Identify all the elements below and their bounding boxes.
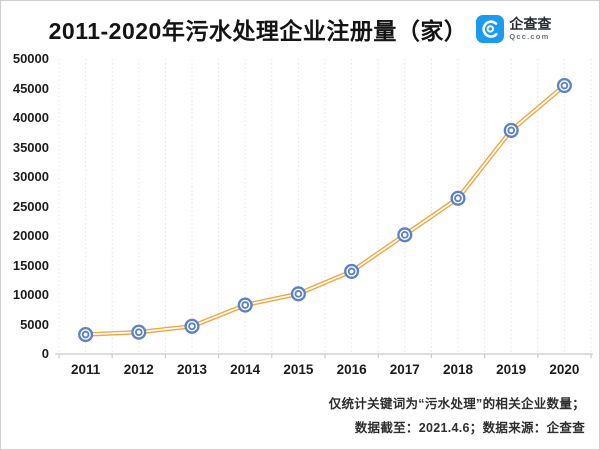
data-point-inner [134, 328, 143, 337]
x-axis-tick-label: 2015 [283, 362, 314, 377]
logo-name: 企查查 [509, 16, 552, 33]
x-axis-tick-label: 2013 [176, 362, 208, 377]
logo-domain: Qcc.com [509, 32, 550, 42]
chart-footnotes: 仅统计关键词为“污水处理”的相关企业数量； 数据截至：2021.4.6；数据来源… [329, 392, 585, 440]
data-point-inner [400, 230, 409, 239]
x-axis-tick-label: 2018 [442, 362, 474, 377]
data-point-inner [507, 126, 516, 135]
y-axis-tick-label: 50000 [12, 51, 49, 66]
y-axis-tick-label: 30000 [12, 169, 49, 184]
data-point-inner [294, 289, 303, 298]
data-point-inner [188, 322, 196, 331]
data-point-inner [241, 301, 250, 309]
y-axis-tick-label: 10000 [12, 287, 49, 302]
x-axis-tick-label: 2012 [123, 362, 154, 377]
qichacha-logo-icon [476, 15, 505, 43]
footnote-line-2: 数据截至：2021.4.6；数据来源：企查查 [354, 421, 585, 435]
data-point-inner [81, 330, 90, 339]
x-axis-tick-label: 2016 [336, 362, 367, 377]
data-point-inner [560, 81, 569, 90]
y-axis-tick-label: 35000 [12, 139, 49, 155]
qichacha-logo: 企查查 Qcc.com [476, 15, 551, 43]
x-axis-tick-label: 2020 [549, 362, 580, 377]
y-axis-tick-label: 25000 [12, 198, 49, 214]
data-point-inner [347, 267, 356, 276]
x-axis-tick-label: 2014 [230, 362, 261, 377]
chart-title: 2011-2020年污水处理企业注册量（家） [48, 18, 468, 44]
x-axis-tick-label: 2019 [496, 362, 527, 377]
qichacha-logo-text: 企查查 Qcc.com [509, 17, 551, 41]
y-axis-tick-label: 20000 [12, 228, 49, 243]
trend-line-core [84, 84, 566, 336]
data-point-inner [454, 194, 462, 203]
x-axis-tick-label: 2017 [389, 362, 420, 377]
y-axis-tick-label: 5000 [20, 316, 49, 332]
y-axis-tick-label: 45000 [12, 80, 49, 96]
chart-header: 2011-2020年污水处理企业注册量（家） 企查查 Qcc.com [1, 10, 599, 48]
footnote-line-1: 仅统计关键词为“污水处理”的相关企业数量； [328, 397, 585, 411]
y-axis-tick-label: 0 [41, 346, 49, 361]
y-axis-tick-label: 15000 [12, 257, 49, 273]
x-axis-tick-label: 2011 [70, 362, 101, 377]
y-axis-tick-label: 40000 [12, 110, 49, 125]
